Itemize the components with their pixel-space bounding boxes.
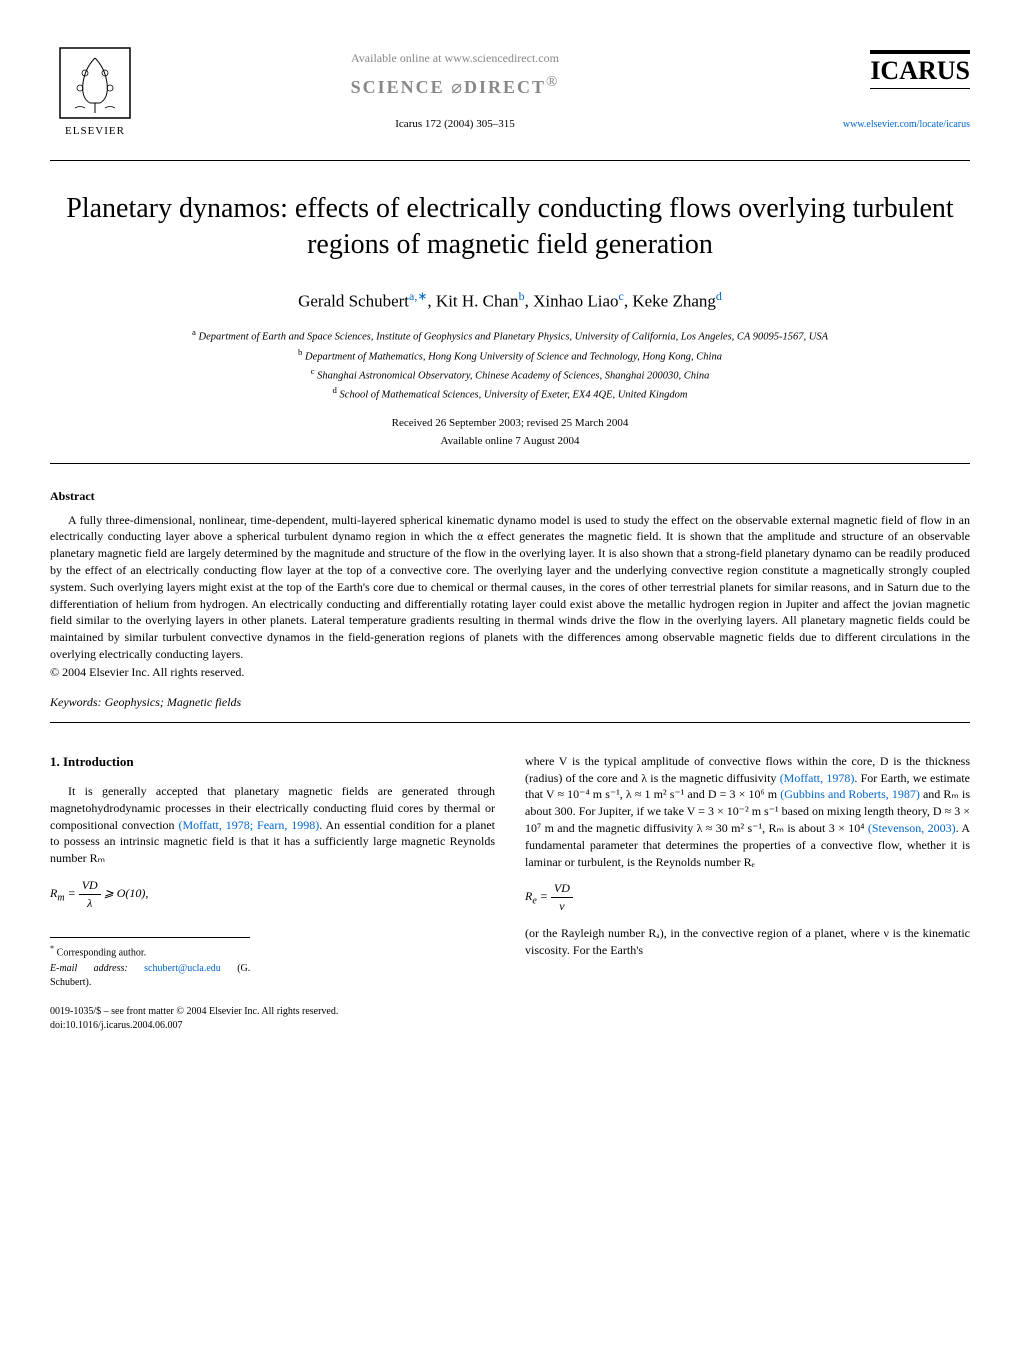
affiliation-c: c Shanghai Astronomical Observatory, Chi… [50,365,970,384]
col2-para-2: (or the Rayleigh number Rₐ), in the conv… [525,925,970,959]
right-column: where V is the typical amplitude of conv… [525,753,970,1033]
journal-name: ICARUS [870,50,970,89]
keywords-values: Geophysics; Magnetic fields [102,695,242,709]
abstract-section: Abstract A fully three-dimensional, nonl… [50,489,970,710]
affiliation-a: a Department of Earth and Space Sciences… [50,326,970,345]
email-line: E-mail address: schubert@ucla.edu (G. Sc… [50,962,250,990]
center-header: Available online at www.sciencedirect.co… [140,51,770,130]
abstract-top-divider [50,463,970,464]
abstract-bottom-divider [50,722,970,723]
elsevier-label: ELSEVIER [65,125,125,137]
col2-para-1: where V is the typical amplitude of conv… [525,753,970,871]
author-4-sup: d [716,289,722,303]
abstract-heading: Abstract [50,489,970,504]
section-1-heading: 1. Introduction [50,753,495,771]
copyright-text: © 2004 Elsevier Inc. All rights reserved… [50,665,970,680]
article-title: Planetary dynamos: effects of electrical… [50,191,970,264]
affiliations: a Department of Earth and Space Sciences… [50,326,970,403]
ref-gubbins[interactable]: (Gubbins and Roberts, 1987) [780,787,920,801]
left-column: 1. Introduction It is generally accepted… [50,753,495,1033]
elsevier-tree-icon [55,43,135,123]
body-columns: 1. Introduction It is generally accepted… [50,753,970,1033]
keywords: Keywords: Geophysics; Magnetic fields [50,695,970,710]
science-direct-logo: SCIENCE ⌀DIRECT® [140,74,770,98]
ref-moffatt-fearn[interactable]: (Moffatt, 1978; Fearn, 1998) [178,818,319,832]
abstract-text: A fully three-dimensional, nonlinear, ti… [50,512,970,663]
header-divider [50,160,970,161]
online-date: Available online 7 August 2004 [50,433,970,451]
intro-para-1: It is generally accepted that planetary … [50,783,495,867]
email-label: E-mail address: [50,963,128,974]
corresponding-author-footnote: * Corresponding author. E-mail address: … [50,937,250,990]
author-1: Gerald Schubert [298,291,409,310]
available-online-text: Available online at www.sciencedirect.co… [140,51,770,66]
journal-website-link[interactable]: www.elsevier.com/locate/icarus [770,119,970,130]
page-header: ELSEVIER Available online at www.science… [50,40,970,140]
email-link[interactable]: schubert@ucla.edu [144,963,221,974]
article-dates: Received 26 September 2003; revised 25 M… [50,415,970,450]
ref-stevenson[interactable]: (Stevenson, 2003) [868,821,956,835]
doi-section: 0019-1035/$ – see front matter © 2004 El… [50,1005,495,1033]
elsevier-logo: ELSEVIER [50,40,140,140]
affiliation-d: d School of Mathematical Sciences, Unive… [50,384,970,403]
author-1-sup: a,∗ [409,289,427,303]
keywords-label: Keywords: [50,695,102,709]
doi-line: doi:10.1016/j.icarus.2004.06.007 [50,1019,495,1033]
journal-reference: Icarus 172 (2004) 305–315 [140,118,770,130]
author-2: , Kit H. Chan [427,291,518,310]
equation-re: Re = VDν [525,880,970,915]
received-date: Received 26 September 2003; revised 25 M… [50,415,970,433]
right-header: ICARUS www.elsevier.com/locate/icarus [770,50,970,130]
author-4: , Keke Zhang [624,291,716,310]
ref-moffatt[interactable]: (Moffatt, 1978) [780,771,855,785]
author-3: , Xinhao Liao [525,291,619,310]
affiliation-b: b Department of Mathematics, Hong Kong U… [50,346,970,365]
corresponding-label: * Corresponding author. [50,943,250,960]
authors-list: Gerald Schuberta,∗, Kit H. Chanb, Xinhao… [50,289,970,312]
issn-line: 0019-1035/$ – see front matter © 2004 El… [50,1005,495,1019]
equation-rm: Rm = VDλ ⩾ O(10), [50,877,495,912]
